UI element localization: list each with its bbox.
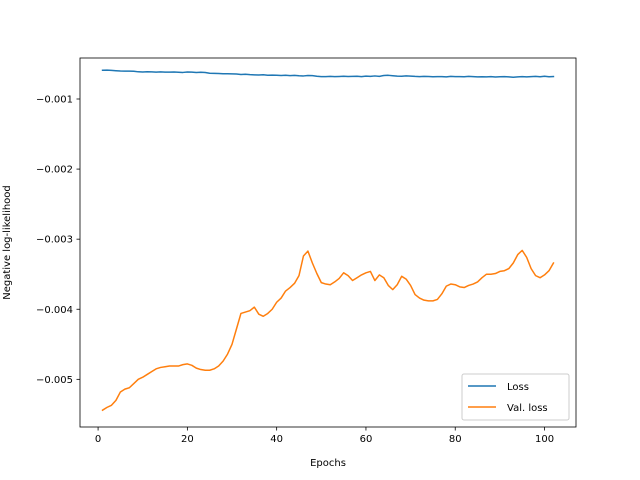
x-axis-label: Epochs xyxy=(310,458,346,469)
legend: Loss Val. loss xyxy=(461,373,570,421)
y-tick-label: −0.002 xyxy=(36,165,73,176)
y-tick-label: −0.004 xyxy=(36,305,73,316)
x-tick-label: 40 xyxy=(270,434,283,445)
legend-label: Val. loss xyxy=(507,403,548,414)
y-tick-label: −0.005 xyxy=(36,375,73,386)
x-tick-label: 20 xyxy=(181,434,194,445)
y-axis-ticks: −0.005 −0.004 −0.003 −0.002 −0.001 xyxy=(36,95,80,386)
series-line-loss xyxy=(101,69,555,78)
x-tick-label: 60 xyxy=(360,434,373,445)
axes-frame xyxy=(79,57,577,428)
y-tick-label: −0.001 xyxy=(36,95,73,106)
x-tick-label: 0 xyxy=(95,434,101,445)
series-layer xyxy=(101,69,555,412)
y-axis-label: Negative log-likelihood xyxy=(2,185,13,300)
x-tick-label: 80 xyxy=(449,434,462,445)
series-line-val-loss xyxy=(101,249,555,412)
legend-label: Loss xyxy=(507,382,529,393)
x-axis-ticks: 0 20 40 60 80 100 xyxy=(95,427,554,445)
y-tick-label: −0.003 xyxy=(36,235,73,246)
x-tick-label: 100 xyxy=(535,434,554,445)
